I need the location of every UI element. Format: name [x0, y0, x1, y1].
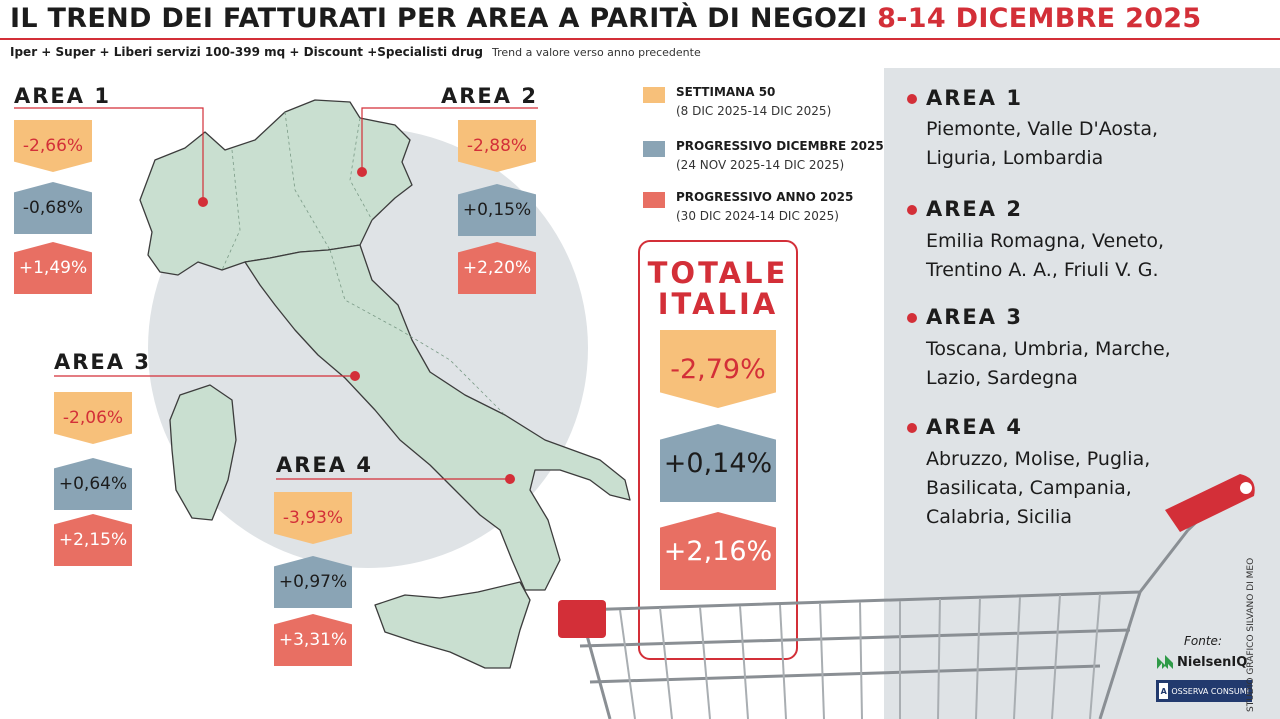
totale-title-line1: TOTALE: [647, 256, 789, 290]
title-main: IL TREND DEI FATTURATI PER AREA A PARITÀ…: [10, 3, 868, 34]
area-4-heading: AREA 4: [276, 453, 373, 477]
region-4-heading: AREA 4: [926, 415, 1023, 439]
area-1-week-value: -2,66%: [22, 136, 84, 156]
region-1-bullet: [907, 94, 917, 104]
region-4-line3: Calabria, Sicilia: [926, 506, 1072, 528]
nielseniq-logo: NielsenIQ: [1156, 654, 1247, 670]
region-4-bullet: [907, 423, 917, 433]
area-3-heading: AREA 3: [54, 350, 151, 374]
region-borders: [221, 111, 506, 416]
page-title: IL TREND DEI FATTURATI PER AREA A PARITÀ…: [10, 3, 1201, 34]
title-dates: 8-14 DICEMBRE 2025: [877, 3, 1202, 34]
totale-week-value: -2,79%: [670, 353, 766, 385]
source-label: Fonte:: [1184, 634, 1222, 648]
legend-month-period: (24 NOV 2025-14 DIC 2025): [676, 158, 845, 172]
marker-area-3: [350, 371, 360, 381]
area-1-heading: AREA 1: [14, 84, 111, 108]
studio-credit: STUDIO GRAFICO SILVANO DI MEO: [1246, 557, 1256, 712]
map-sicily: [374, 581, 531, 669]
region-2-heading: AREA 2: [926, 197, 1023, 221]
osserva-mark-icon: A: [1159, 683, 1169, 699]
totale-month-badge: +0,14%: [660, 424, 776, 502]
area-1-month-badge: -0,68%: [14, 182, 92, 234]
area-4-month-badge: +0,97%: [274, 556, 352, 608]
italy-map-graphic: [14, 99, 631, 669]
totale-title-line2: ITALIA: [657, 287, 779, 321]
area-2-week-badge: -2,88%: [458, 120, 536, 172]
area-4-year-value: +3,31%: [278, 630, 348, 650]
map-area-north: [139, 99, 413, 276]
area-2-month-badge: +0,15%: [458, 184, 536, 236]
marker-area-4: [505, 474, 515, 484]
nielseniq-mark-icon: [1157, 655, 1173, 669]
subtitle: Iper + Super + Liberi servizi 100-399 mq…: [10, 45, 483, 59]
region-4-line1: Abruzzo, Molise, Puglia,: [926, 448, 1151, 470]
totale-week-badge: -2,79%: [660, 330, 776, 408]
region-1-line2: Liguria, Lombardia: [926, 147, 1104, 169]
area-2-year-badge: +2,20%: [458, 242, 536, 294]
area-4-week-value: -3,93%: [282, 508, 344, 528]
legend-week-title: SETTIMANA 50: [676, 85, 776, 99]
area-1-month-value: -0,68%: [22, 198, 84, 218]
region-2-line2: Trentino A. A., Friuli V. G.: [926, 259, 1159, 281]
legend-year-title: PROGRESSIVO ANNO 2025: [676, 190, 854, 204]
region-2-bullet: [907, 205, 917, 215]
area-3-month-badge: +0,64%: [54, 458, 132, 510]
marker-area-1: [198, 197, 208, 207]
map-area-peninsula: [244, 244, 631, 591]
totale-year-value: +2,16%: [663, 535, 773, 567]
leader-area-1: [14, 107, 204, 202]
nielseniq-text: NielsenIQ: [1177, 654, 1248, 670]
subtitle-note: Trend a valore verso anno precedente: [492, 46, 701, 59]
legend-week-period: (8 DIC 2025-14 DIC 2025): [676, 104, 832, 118]
region-3-line1: Toscana, Umbria, Marche,: [926, 338, 1171, 360]
area-3-year-value: +2,15%: [58, 530, 128, 550]
area-1-year-badge: +1,49%: [14, 242, 92, 294]
osserva-consumi-logo: A OSSERVA CONSUMI: [1156, 680, 1252, 702]
totale-year-badge: +2,16%: [660, 512, 776, 590]
area-2-month-value: +0,15%: [462, 200, 532, 220]
region-3-heading: AREA 3: [926, 305, 1023, 329]
region-3-bullet: [907, 313, 917, 323]
region-2-line1: Emilia Romagna, Veneto,: [926, 230, 1165, 252]
region-1-line1: Piemonte, Valle D'Aosta,: [926, 118, 1159, 140]
area-2-year-value: +2,20%: [462, 258, 532, 278]
totale-italia-title: TOTALE ITALIA: [640, 258, 796, 320]
legend-month-title: PROGRESSIVO DICEMBRE 2025: [676, 139, 884, 153]
area-3-year-badge: +2,15%: [54, 514, 132, 566]
legend-swatch-year: [643, 192, 665, 208]
area-1-week-badge: -2,66%: [14, 120, 92, 172]
area-2-heading: AREA 2: [441, 84, 538, 108]
shopping-cart-icon: [558, 474, 1255, 719]
leader-area-2: [361, 107, 538, 172]
area-1-year-value: +1,49%: [18, 258, 88, 278]
area-3-month-value: +0,64%: [58, 474, 128, 494]
legend-swatch-week: [643, 87, 665, 103]
regions-panel: [884, 68, 1280, 719]
totale-month-value: +0,14%: [663, 447, 773, 479]
region-1-heading: AREA 1: [926, 86, 1023, 110]
osserva-consumi-text: OSSERVA CONSUMI: [1171, 686, 1249, 696]
legend-swatch-month: [643, 141, 665, 157]
region-4-line2: Basilicata, Campania,: [926, 477, 1132, 499]
region-3-line2: Lazio, Sardegna: [926, 367, 1078, 389]
cart-handle: [1165, 474, 1255, 532]
map-sardinia: [169, 384, 237, 521]
cart-front-bumper: [558, 600, 606, 638]
marker-area-2: [357, 167, 367, 177]
legend-year-period: (30 DIC 2024-14 DIC 2025): [676, 209, 839, 223]
area-3-week-badge: -2,06%: [54, 392, 132, 444]
area-4-year-badge: +3,31%: [274, 614, 352, 666]
area-3-week-value: -2,06%: [62, 408, 124, 428]
area-4-month-value: +0,97%: [278, 572, 348, 592]
area-2-week-value: -2,88%: [466, 136, 528, 156]
header-rule: [0, 38, 1280, 40]
area-4-week-badge: -3,93%: [274, 492, 352, 544]
